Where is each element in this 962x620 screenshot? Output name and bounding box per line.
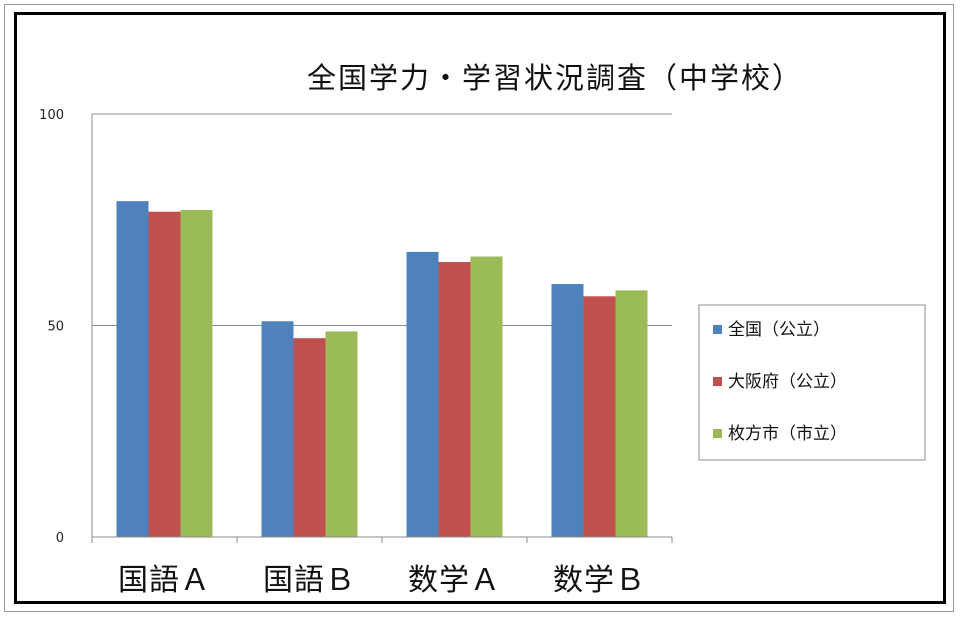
legend-box [698, 304, 926, 461]
x-tick-label: 数学Ａ [408, 563, 501, 598]
bar-3-0 [551, 284, 584, 537]
legend-label-0: 全国（公立） [728, 320, 830, 340]
y-tick-label: 50 [47, 320, 64, 335]
bar-0-2 [180, 210, 213, 537]
y-tick-label: 100 [39, 108, 64, 123]
bar-0-0 [116, 201, 149, 537]
bar-1-2 [325, 331, 358, 537]
x-tick-label: 数学Ｂ [553, 563, 646, 598]
legend-label-1: 大阪府（公立） [728, 372, 847, 392]
bar-1-1 [293, 338, 326, 537]
bar-3-1 [583, 296, 616, 537]
bar-0-1 [148, 211, 181, 537]
x-tick-label: 国語Ａ [118, 563, 211, 598]
legend-swatch-1 [713, 377, 722, 386]
y-tick-label: 0 [56, 531, 64, 546]
legend-swatch-0 [713, 325, 722, 334]
legend: 全国（公立） 大阪府（公立） 枚方市（市立） [698, 304, 926, 461]
bars-layer [116, 201, 648, 537]
legend-swatch-2 [713, 429, 722, 438]
bar-2-1 [438, 262, 471, 537]
outer-frame [4, 4, 954, 612]
legend-label-2: 枚方市（市立） [728, 424, 847, 444]
bar-1-0 [261, 321, 294, 537]
bar-2-2 [470, 256, 503, 537]
chart-title: 全国学力・学習状況調査（中学校） [307, 61, 803, 95]
bar-2-0 [406, 251, 439, 537]
bar-3-2 [615, 290, 648, 537]
x-tick-label: 国語Ｂ [263, 563, 356, 598]
axis-layer: 0 50 100 国語Ａ 国語Ｂ 数学Ａ 数学Ｂ [39, 108, 673, 598]
